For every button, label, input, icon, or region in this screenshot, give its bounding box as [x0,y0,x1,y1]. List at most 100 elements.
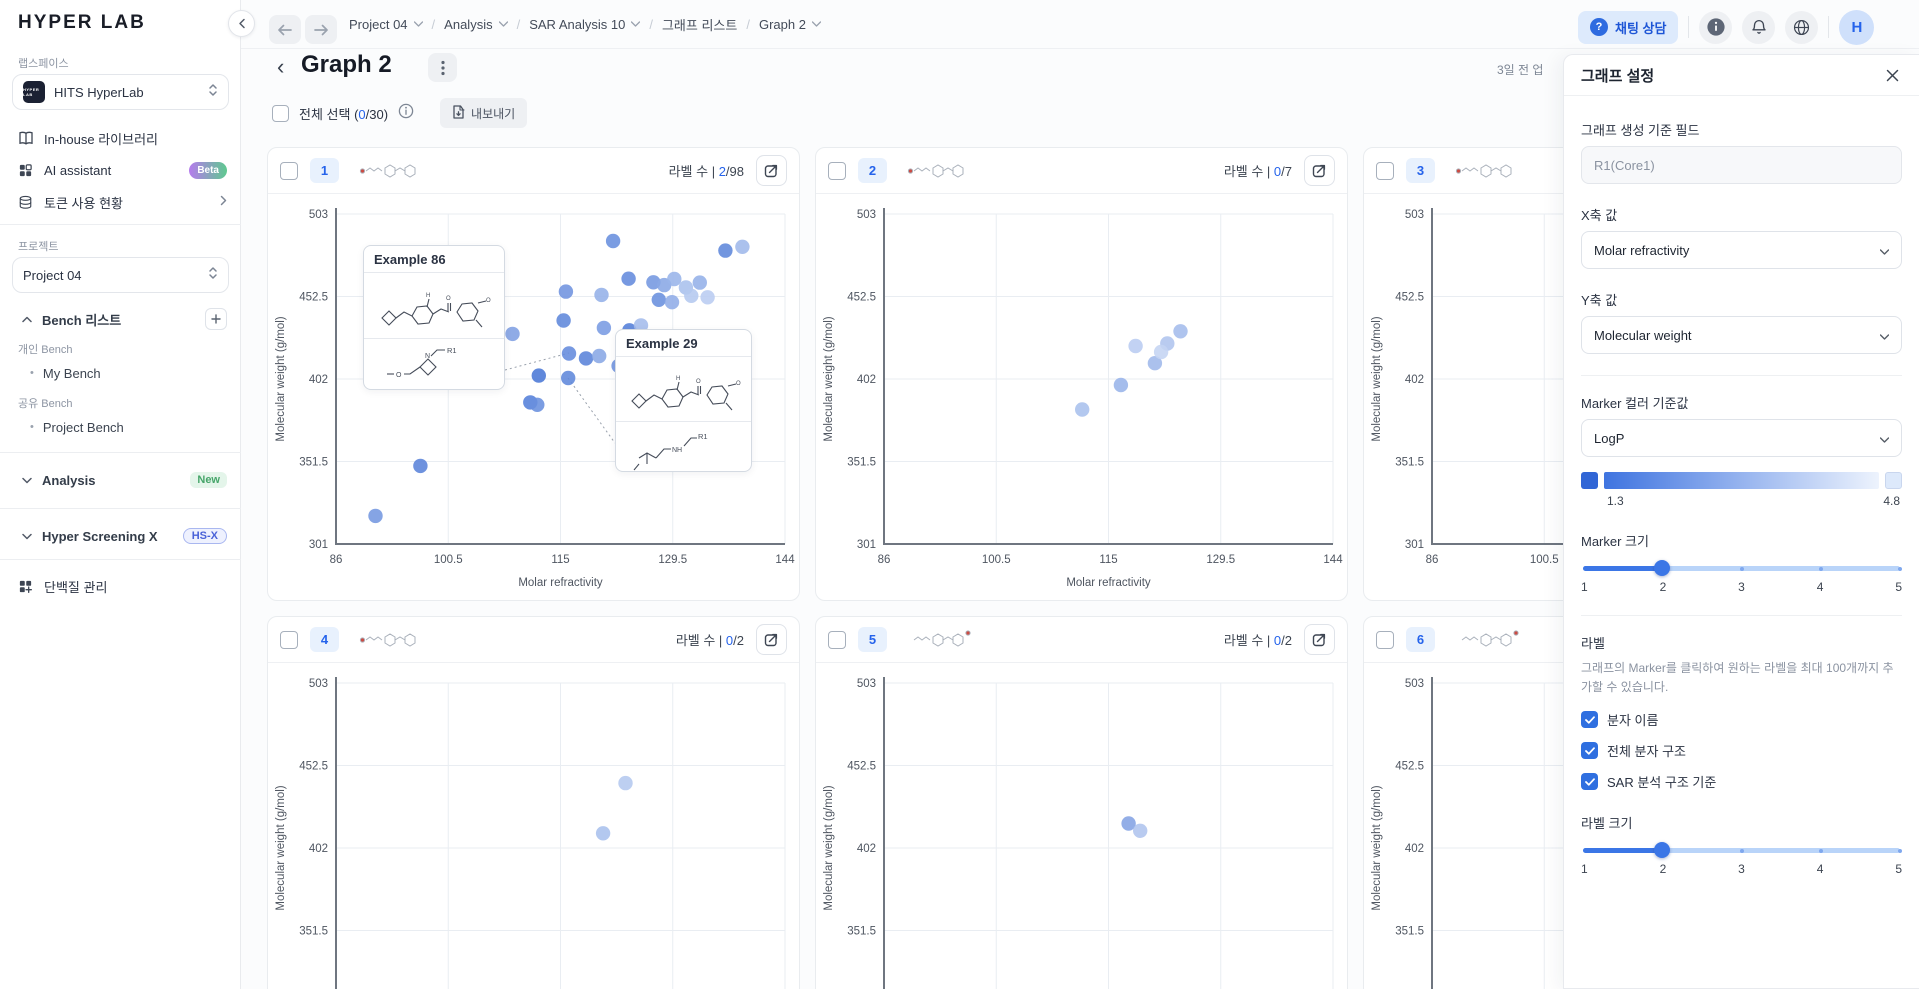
data-point [413,458,428,474]
sidebar-collapse-button[interactable] [228,10,255,37]
label-size-label: 라벨 크기 [1581,816,1633,832]
sidebar-item-library[interactable]: In-house 라이브러리 [0,124,241,152]
breadcrumb-item[interactable]: SAR Analysis 10 [529,17,641,32]
history-forward-button[interactable] [305,15,337,44]
svg-text:144: 144 [775,554,795,566]
external-link-icon [1312,633,1326,647]
chart-select-checkbox[interactable] [1376,630,1394,649]
avatar[interactable]: H [1839,9,1875,45]
label-option[interactable]: SAR 분석 구조 기준 [1581,772,1902,791]
breadcrumb-item[interactable]: Graph 2 [759,17,821,32]
breadcrumb-item[interactable]: Project 04 [349,17,423,32]
breadcrumb-item[interactable]: Analysis [444,17,508,32]
notifications-button[interactable] [1742,10,1776,44]
svg-text:402: 402 [309,374,328,386]
checkbox-checked-icon[interactable] [1581,773,1598,791]
svg-text:Molecular weight (g/mol): Molecular weight (g/mol) [823,785,835,910]
open-chart-button[interactable] [756,624,787,655]
sidebar-item-ai-assistant[interactable]: AI assistant Beta [0,156,241,184]
close-icon[interactable] [1883,66,1902,85]
bench-list-toggle[interactable]: Bench 리스트 [0,305,241,333]
project-selector[interactable]: Project 04 [12,257,229,293]
y-axis-select[interactable]: Molecular weight [1581,316,1902,354]
data-point [618,775,633,791]
svg-text:452.5: 452.5 [1395,761,1424,773]
svg-text:86: 86 [330,554,343,566]
breadcrumb-separator: / [746,16,750,32]
chart-select-checkbox[interactable] [828,161,846,180]
slider-handle[interactable] [1654,842,1671,859]
chart-card-5: 5 라벨 수 | 0/2 503452.5402351.530186100.51… [815,616,1348,989]
sidebar-item-project-bench[interactable]: Project Bench [0,414,241,440]
sidebar-item-analysis[interactable]: Analysis New [0,466,241,494]
base-field-input[interactable] [1581,146,1902,184]
label-size-slider[interactable] [1583,842,1902,859]
marker-color-select[interactable]: LogP [1581,419,1902,457]
plot-area[interactable]: 503452.5402351.530186100.5115129.5144Mol… [268,663,799,989]
data-point [646,275,661,290]
scatter-plot[interactable]: 503452.5402351.530186100.5115129.5144Mol… [816,663,1347,989]
chat-support-button[interactable]: ? 채팅 상담 [1578,10,1679,44]
y-axis-value: Molecular weight [1594,327,1692,343]
info-button[interactable] [1699,10,1733,44]
svg-text:115: 115 [1099,554,1117,566]
chart-select-checkbox[interactable] [828,630,846,649]
plot-area[interactable]: 503452.5402351.530186100.5115129.5144Mol… [816,663,1347,989]
molecule-thumbnail [907,158,973,184]
slider-tick-label: 3 [1738,580,1745,594]
label-count: 라벨 수 | 2/98 [668,164,744,179]
data-point [684,288,699,303]
breadcrumb-separator: / [649,16,653,32]
data-point [605,233,621,249]
add-bench-button[interactable] [205,308,227,330]
checkbox-checked-icon[interactable] [1581,742,1598,760]
data-point [1128,338,1143,354]
chart-select-checkbox[interactable] [280,161,298,180]
select-all-checkbox[interactable] [272,104,289,122]
more-options-button[interactable] [428,53,457,82]
svg-text:351.5: 351.5 [299,926,328,938]
updown-chevron-icon [208,83,218,102]
history-back-button[interactable] [269,15,301,44]
sidebar-item-my-bench[interactable]: My Bench [0,360,241,386]
breadcrumb-item[interactable]: 그래프 리스트 [662,15,737,34]
slider-tick-label: 4 [1816,862,1824,877]
svg-text:402: 402 [857,843,876,855]
data-point [1121,816,1136,831]
chart-select-checkbox[interactable] [280,630,298,649]
project-section-label: 프로젝트 [18,241,59,253]
sidebar-item-token-usage[interactable]: 토큰 사용 현황 [0,188,241,216]
bell-icon [1752,19,1766,34]
marker-label-box[interactable]: Example 29 H O O NH R1 [615,329,752,472]
export-button[interactable]: 내보내기 [440,98,528,128]
label-option[interactable]: 분자 이름 [1581,710,1902,729]
chart-select-checkbox[interactable] [1376,161,1394,180]
back-chevron-icon[interactable]: ‹ [277,54,285,79]
svg-text:O: O [396,372,402,379]
checkbox-checked-icon[interactable] [1581,711,1598,729]
marker-label-box[interactable]: Example 86 H O O N R1 O [363,245,505,390]
x-axis-select[interactable]: Molar refractivity [1581,231,1902,269]
workspace-selector[interactable]: HYPER LAB HITS HyperLab [12,74,229,110]
marker-size-slider[interactable] [1583,560,1902,576]
coins-icon [18,195,34,210]
scatter-plot[interactable]: 503452.5402351.530186100.5115129.5144Mol… [268,663,799,989]
slider-handle[interactable] [1654,560,1671,576]
chart-card-2: 2 라벨 수 | 0/7 503 452.5 402 351.5 301 86 100.5 1… [815,147,1348,601]
sidebar-item-hyper-screening[interactable]: Hyper Screening X HS-X [0,522,241,550]
label-count: 라벨 수 | 0/7 [1223,164,1292,179]
label-option-text: 전체 분자 구조 [1607,744,1686,760]
globe-icon [1794,19,1810,35]
label-help-text: 그래프의 Marker를 클릭하여 원하는 라벨을 최대 100개까지 추가할 … [1581,661,1894,694]
info-icon[interactable] [398,103,414,124]
open-chart-button[interactable] [1304,624,1335,655]
sidebar-item-protein[interactable]: 단백질 관리 [0,572,241,600]
label-option[interactable]: 전체 분자 구조 [1581,741,1902,760]
language-button[interactable] [1785,10,1819,44]
open-chart-button[interactable] [1304,155,1335,186]
svg-text:H: H [676,376,680,382]
open-chart-button[interactable] [756,155,787,186]
